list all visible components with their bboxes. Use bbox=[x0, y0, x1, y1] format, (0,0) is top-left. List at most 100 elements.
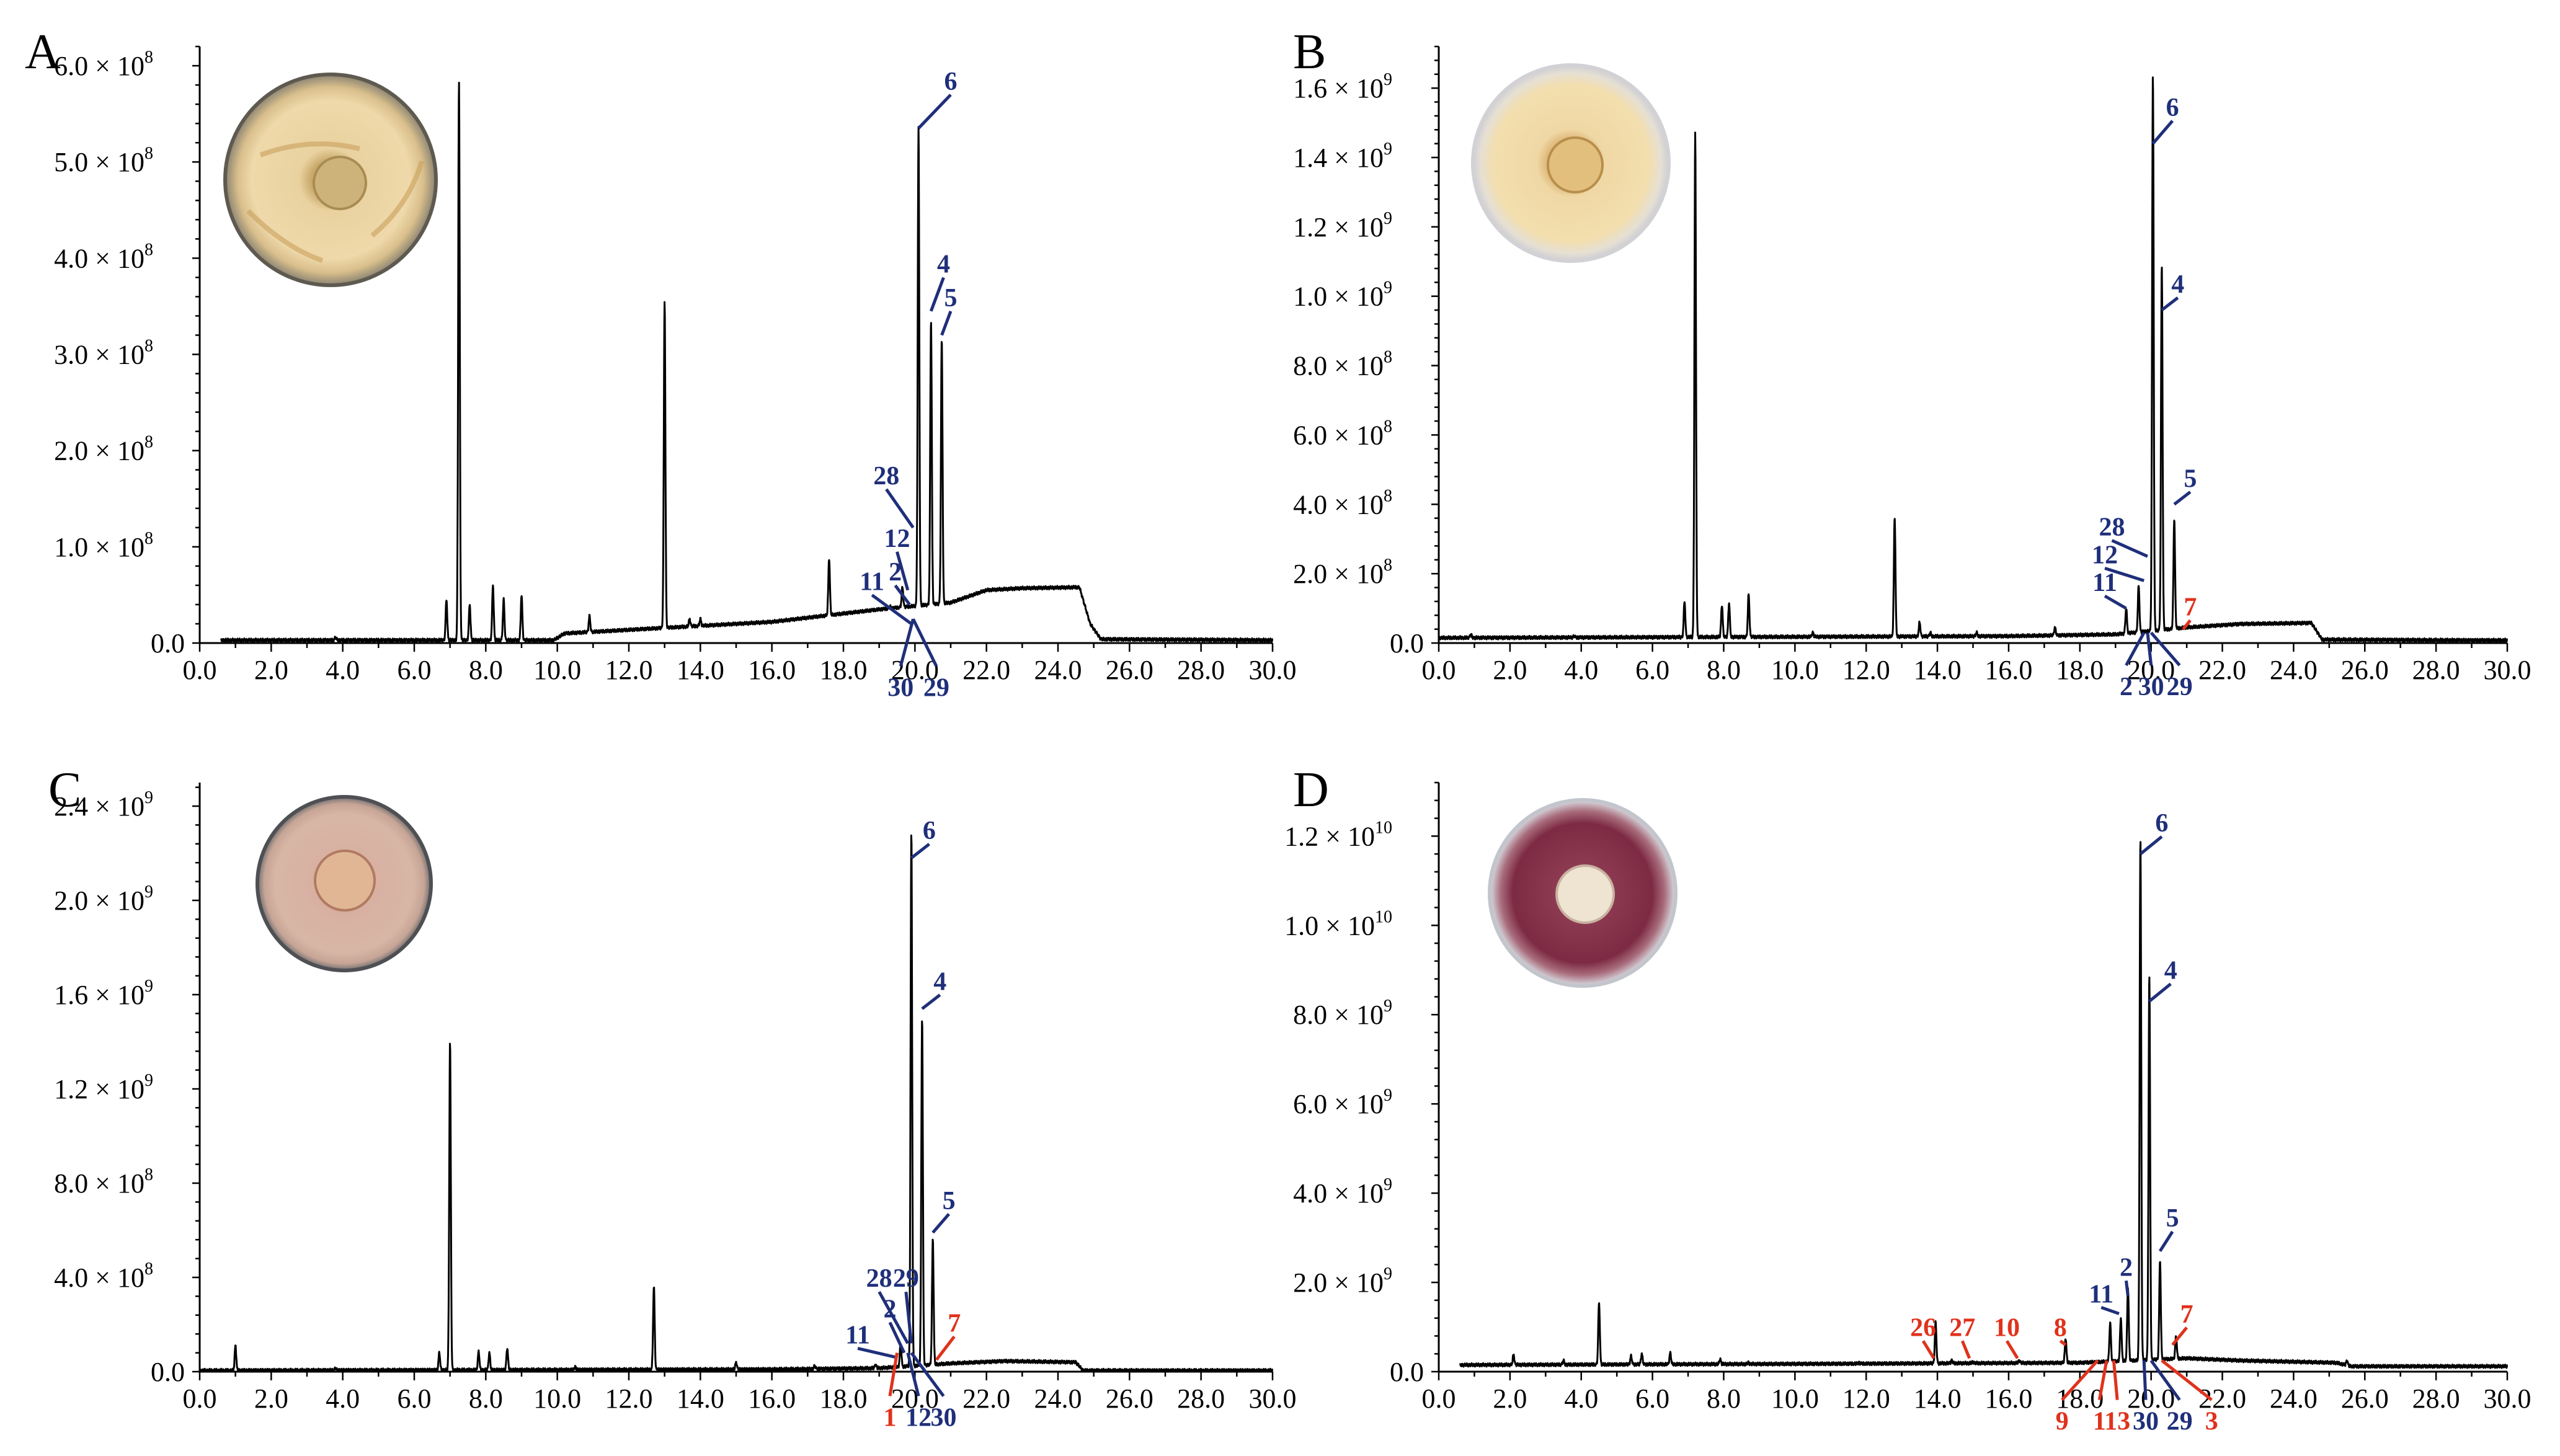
x-tick-label-a: 16.0 bbox=[748, 655, 796, 685]
x-tick-label-c: 0.0 bbox=[183, 1383, 217, 1414]
x-tick-label-d: 12.0 bbox=[1842, 1383, 1890, 1414]
annotation-leader-a bbox=[940, 311, 953, 336]
y-tick-label-b: 8.0 × 108 bbox=[1293, 348, 1392, 381]
y-tick-label-b: 1.4 × 109 bbox=[1293, 140, 1392, 173]
y-tick-label-d: 6.0 × 109 bbox=[1293, 1086, 1392, 1119]
x-tick-label-c: 26.0 bbox=[1106, 1383, 1153, 1414]
x-tick-label-b: 26.0 bbox=[2341, 655, 2389, 685]
annotation-label-b: 5 bbox=[2184, 464, 2197, 493]
annotation-leader-d bbox=[2139, 835, 2163, 856]
annotation-leader-c bbox=[888, 1321, 906, 1354]
annotation-label-d: 3 bbox=[2205, 1408, 2218, 1436]
annotation-label-a: 28 bbox=[873, 462, 899, 491]
chromatogram-trace-c bbox=[198, 834, 1274, 1373]
annotation-leader-d bbox=[2149, 1359, 2181, 1401]
annotation-leader-b bbox=[2151, 120, 2174, 145]
x-tick-label-d: 2.0 bbox=[1493, 1383, 1527, 1414]
x-tick-label-a: 0.0 bbox=[183, 655, 217, 685]
culture-photo-d bbox=[1488, 798, 1678, 988]
y-tick-label-b: 1.2 × 109 bbox=[1293, 209, 1392, 242]
x-tick-label-b: 12.0 bbox=[1842, 655, 1890, 685]
x-tick-label-c: 16.0 bbox=[748, 1383, 796, 1414]
x-tick-label-a: 30.0 bbox=[1249, 655, 1297, 685]
x-tick-label-a: 6.0 bbox=[398, 655, 432, 685]
annotation-label-c: 6 bbox=[923, 817, 936, 845]
annotation-leader-a bbox=[894, 584, 911, 606]
x-tick-label-a: 28.0 bbox=[1177, 655, 1225, 685]
y-tick-label-d: 1.0 × 1010 bbox=[1284, 907, 1392, 941]
x-tick-label-a: 12.0 bbox=[605, 655, 653, 685]
annotation-leader-a bbox=[912, 618, 938, 667]
annotation-leader-d bbox=[2005, 1340, 2019, 1359]
y-tick-label-b: 4.0 × 108 bbox=[1293, 486, 1392, 520]
annotation-leader-a bbox=[929, 277, 945, 312]
y-tick-label-a: 5.0 × 108 bbox=[54, 144, 153, 177]
chart-panel-d: D 0.0 2.0 4.0 6.0 8.0 10.0 12.0 14.0 16.0 18.0 20.… bbox=[1284, 763, 2531, 1436]
annotation-leader-b bbox=[2182, 619, 2192, 631]
x-tick-label-d: 20.0 bbox=[2127, 1383, 2175, 1414]
annotation-leader-c bbox=[931, 1213, 951, 1234]
annotation-leader-d bbox=[2161, 1359, 2213, 1401]
annotation-label-c: 12 bbox=[905, 1403, 931, 1432]
x-tick-label-c: 22.0 bbox=[962, 1383, 1010, 1414]
annotation-label-a: 11 bbox=[860, 568, 884, 597]
annotation-label-d: 29 bbox=[2167, 1408, 2193, 1436]
x-tick-label-a: 20.0 bbox=[891, 655, 939, 685]
annotation-leader-d bbox=[2158, 1230, 2174, 1253]
y-tick-label-a: 6.0 × 108 bbox=[54, 48, 153, 81]
x-tick-label-d: 16.0 bbox=[1984, 1383, 2032, 1414]
chart-panel-a: A 0.0 2.0 4.0 6.0 8.0 10.0 12.0 14.0 16.0 18.0 20.… bbox=[25, 25, 1297, 702]
x-tick-label-b: 10.0 bbox=[1771, 655, 1819, 685]
annotation-leader-d bbox=[2124, 1280, 2130, 1296]
annotation-label-c: 4 bbox=[933, 967, 946, 996]
annotation-leader-b bbox=[2149, 631, 2181, 667]
y-tick-label-b: 2.0 × 108 bbox=[1293, 556, 1392, 589]
annotation-label-c: 29 bbox=[893, 1264, 919, 1293]
annotation-label-a: 29 bbox=[923, 673, 949, 702]
panel-label-c: C bbox=[48, 763, 81, 817]
x-tick-label-d: 8.0 bbox=[1707, 1383, 1741, 1414]
y-tick-label-d: 0.0 bbox=[1390, 1357, 1424, 1387]
x-tick-label-b: 16.0 bbox=[1984, 655, 2032, 685]
annotation-label-a: 30 bbox=[887, 673, 913, 702]
panel-label-b: B bbox=[1293, 25, 1326, 79]
x-tick-label-d: 14.0 bbox=[1914, 1383, 1962, 1414]
x-tick-label-b: 8.0 bbox=[1707, 655, 1741, 685]
y-tick-label-c: 2.4 × 109 bbox=[54, 788, 153, 822]
annotation-label-c: 1 bbox=[883, 1403, 896, 1432]
x-tick-label-b: 6.0 bbox=[1635, 655, 1669, 685]
culture-photo-c bbox=[256, 795, 433, 972]
y-tick-label-a: 1.0 × 108 bbox=[54, 529, 153, 562]
y-tick-label-c: 1.6 × 109 bbox=[54, 977, 153, 1010]
chart-panel-b: B 0.0 2.0 4.0 6.0 8.0 10.0 12.0 14.0 16.0 18.0 2 0.… bbox=[1293, 25, 2531, 701]
chromatogram-trace-d bbox=[1459, 841, 2509, 1369]
y-tick-label-c: 2.0 × 109 bbox=[54, 882, 153, 916]
annotation-leader-d bbox=[2171, 1326, 2189, 1346]
y-tick-label-c: 8.0 × 108 bbox=[54, 1165, 153, 1199]
annotation-leader-b bbox=[2104, 566, 2144, 582]
annotation-leader-c bbox=[935, 1335, 956, 1361]
x-tick-label-b: 4.0 bbox=[1564, 655, 1598, 685]
y-tick-label-a: 4.0 × 108 bbox=[54, 240, 153, 273]
x-tick-label-c: 2.0 bbox=[254, 1383, 288, 1414]
annotation-label-d: 30 bbox=[2133, 1408, 2159, 1436]
annotation-label-d: 11 bbox=[2089, 1280, 2113, 1308]
x-tick-label-a: 24.0 bbox=[1034, 655, 1082, 685]
annotation-label-a: 5 bbox=[944, 284, 958, 313]
annotation-label-d: 9 bbox=[2056, 1408, 2069, 1436]
y-tick-label-b: 0.0 bbox=[1390, 628, 1424, 659]
annotation-label-b: 30 bbox=[2138, 673, 2164, 701]
x-tick-label-d: 24.0 bbox=[2270, 1383, 2318, 1414]
x-tick-label-a: 2.0 bbox=[254, 655, 288, 685]
annotation-label-b: 2 bbox=[2120, 673, 2133, 701]
annotation-label-c: 28 bbox=[866, 1264, 892, 1293]
x-tick-label-d: 22.0 bbox=[2198, 1383, 2246, 1414]
annotation-leader-c bbox=[888, 1352, 899, 1396]
culture-photo-a bbox=[223, 73, 438, 287]
annotation-label-c: 2 bbox=[883, 1295, 896, 1324]
chart-panel-c: C 0.0 2.0 4.0 6.0 8.0 10.0 12.0 14.0 16.0 18.0 20.… bbox=[48, 763, 1297, 1432]
x-tick-label-b: 28.0 bbox=[2412, 655, 2460, 685]
annotation-label-d: 10 bbox=[1994, 1313, 2020, 1342]
annotation-leader-a bbox=[871, 593, 913, 625]
annotation-label-c: 30 bbox=[930, 1403, 956, 1432]
